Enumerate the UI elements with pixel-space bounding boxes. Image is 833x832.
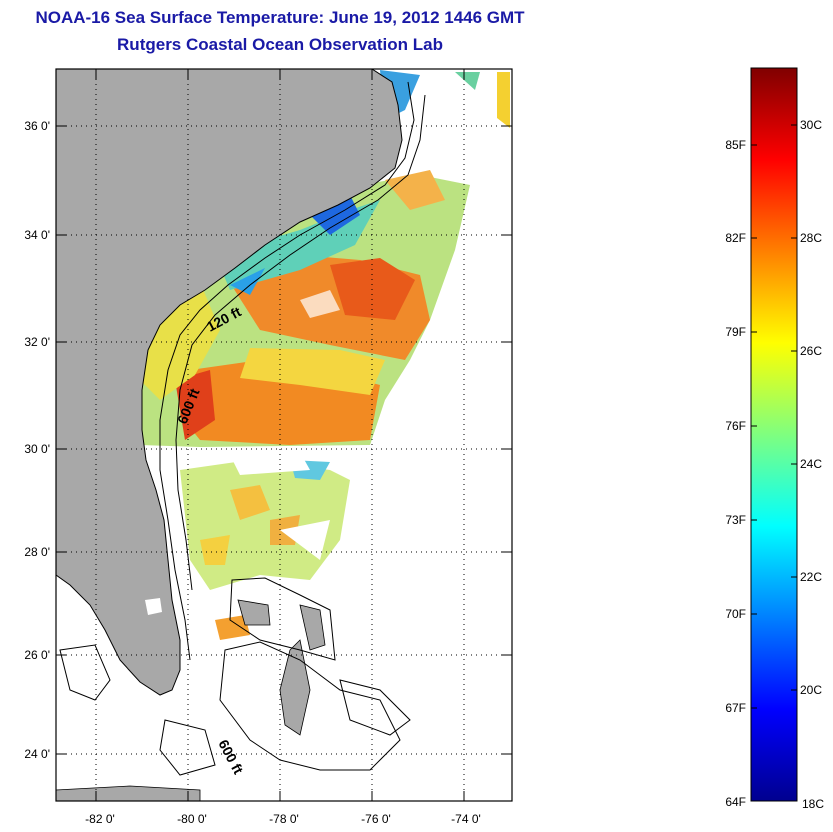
map-area: 120 ft 600 ft 600 ft — [56, 69, 512, 801]
colorbar-f-label-70: 70F — [725, 607, 746, 621]
colorbar-c-label-18: 18C — [802, 797, 824, 811]
colorbar-c-label-28: 28C — [800, 231, 822, 245]
colorbar-f-label-82: 82F — [725, 231, 746, 245]
land-mass — [56, 69, 403, 801]
colorbar-f-label-64: 64F — [725, 795, 746, 809]
lon-label-80: -80 0' — [177, 812, 207, 826]
lon-label-76: -76 0' — [361, 812, 391, 826]
lon-label-74: -74 0' — [451, 812, 481, 826]
map-subtitle: Rutgers Coastal Ocean Observation Lab — [117, 35, 443, 54]
colorbar — [750, 67, 798, 802]
lat-label-34: 34 0' — [24, 228, 50, 242]
colorbar-f-label-79: 79F — [725, 325, 746, 339]
colorbar-ticks — [751, 124, 797, 709]
colorbar-c-label-22: 22C — [800, 570, 822, 584]
lat-label-26: 26 0' — [24, 648, 50, 662]
colorbar-c-label-26: 26C — [800, 344, 822, 358]
sst-data-swath — [140, 70, 510, 640]
lon-label-78: -78 0' — [269, 812, 299, 826]
lon-label-82: -82 0' — [85, 812, 115, 826]
map-frame — [55, 68, 513, 802]
lat-label-30: 30 0' — [24, 442, 50, 456]
graticule — [56, 69, 512, 801]
lat-label-28: 28 0' — [24, 545, 50, 559]
map-title: NOAA-16 Sea Surface Temperature: June 19… — [35, 8, 525, 27]
colorbar-f-label-85: 85F — [725, 138, 746, 152]
colorbar-c-label-24: 24C — [800, 457, 822, 471]
map-ticks — [56, 69, 512, 801]
colorbar-c-label-30: 30C — [800, 118, 822, 132]
colorbar-f-label-67: 67F — [725, 701, 746, 715]
colorbar-f-label-73: 73F — [725, 513, 746, 527]
lat-label-36: 36 0' — [24, 119, 50, 133]
depth-contours — [59, 81, 426, 776]
colorbar-f-label-76: 76F — [725, 419, 746, 433]
lat-label-24: 24 0' — [24, 747, 50, 761]
lat-label-32: 32 0' — [24, 335, 50, 349]
colorbar-c-label-20: 20C — [800, 683, 822, 697]
